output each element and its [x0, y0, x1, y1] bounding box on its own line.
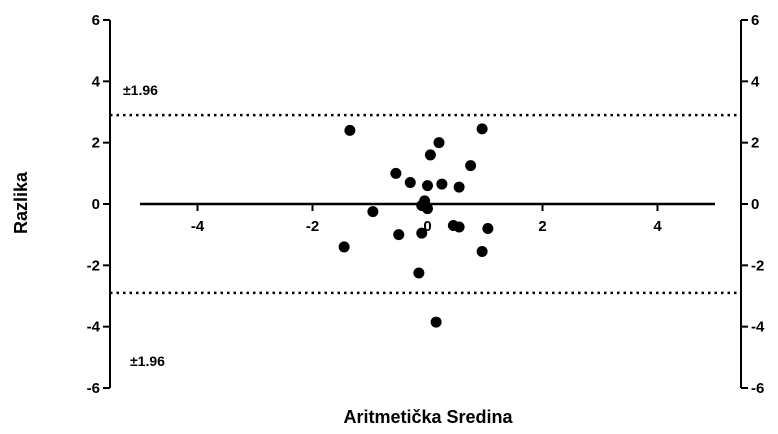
- upper-limit-label: ±1.96: [123, 82, 158, 98]
- right-y-tick-label: -6: [751, 380, 764, 397]
- lower-limit-label: ±1.96: [130, 353, 165, 369]
- data-point: [413, 267, 425, 279]
- data-point: [482, 223, 494, 235]
- x-tick-label: 2: [538, 218, 546, 235]
- data-point: [476, 246, 488, 258]
- left-y-tick-label: -6: [87, 380, 100, 397]
- data-point: [367, 206, 379, 218]
- x-tick-label: 4: [653, 218, 662, 235]
- data-point: [430, 316, 442, 328]
- data-point: [453, 181, 465, 193]
- right-y-tick-label: -4: [751, 319, 765, 336]
- left-y-tick-label: 4: [92, 73, 101, 90]
- data-point: [476, 123, 488, 135]
- x-axis-title: Aritmetička Sredina: [343, 407, 513, 427]
- data-point: [465, 160, 477, 172]
- right-y-tick-label: 6: [751, 12, 759, 29]
- left-y-tick-label: 6: [92, 12, 100, 29]
- data-point: [390, 167, 402, 179]
- right-y-tick-label: 2: [751, 135, 759, 152]
- data-point: [404, 177, 416, 189]
- reference-lines: [110, 113, 741, 295]
- data-point: [416, 227, 428, 239]
- left-y-tick-label: 0: [92, 196, 100, 213]
- data-point: [436, 178, 448, 190]
- data-point: [422, 203, 433, 215]
- left-y-tick-label: -4: [87, 319, 101, 336]
- right-y-axis: -6 -4 -2 0 2 4 6: [740, 12, 765, 397]
- left-y-tick-label: -2: [87, 257, 100, 274]
- data-point: [338, 241, 350, 253]
- left-y-axis: -6 -4 -2 0 2 4 6: [87, 12, 111, 397]
- left-y-tick-label: 2: [92, 135, 100, 152]
- right-y-tick-label: -2: [751, 257, 764, 274]
- right-y-tick-label: 4: [751, 73, 760, 90]
- data-point: [424, 149, 436, 161]
- data-point: [433, 137, 445, 149]
- right-y-tick-label: 0: [751, 196, 759, 213]
- data-points: [338, 123, 494, 328]
- x-tick-label: -2: [306, 218, 319, 235]
- data-point: [393, 229, 405, 241]
- x-tick-label: -4: [191, 218, 205, 235]
- data-point: [422, 180, 433, 192]
- y-axis-title: Razlika: [11, 171, 31, 234]
- x-tick-label: 0: [423, 218, 431, 235]
- data-point: [453, 221, 465, 233]
- data-point: [344, 124, 356, 136]
